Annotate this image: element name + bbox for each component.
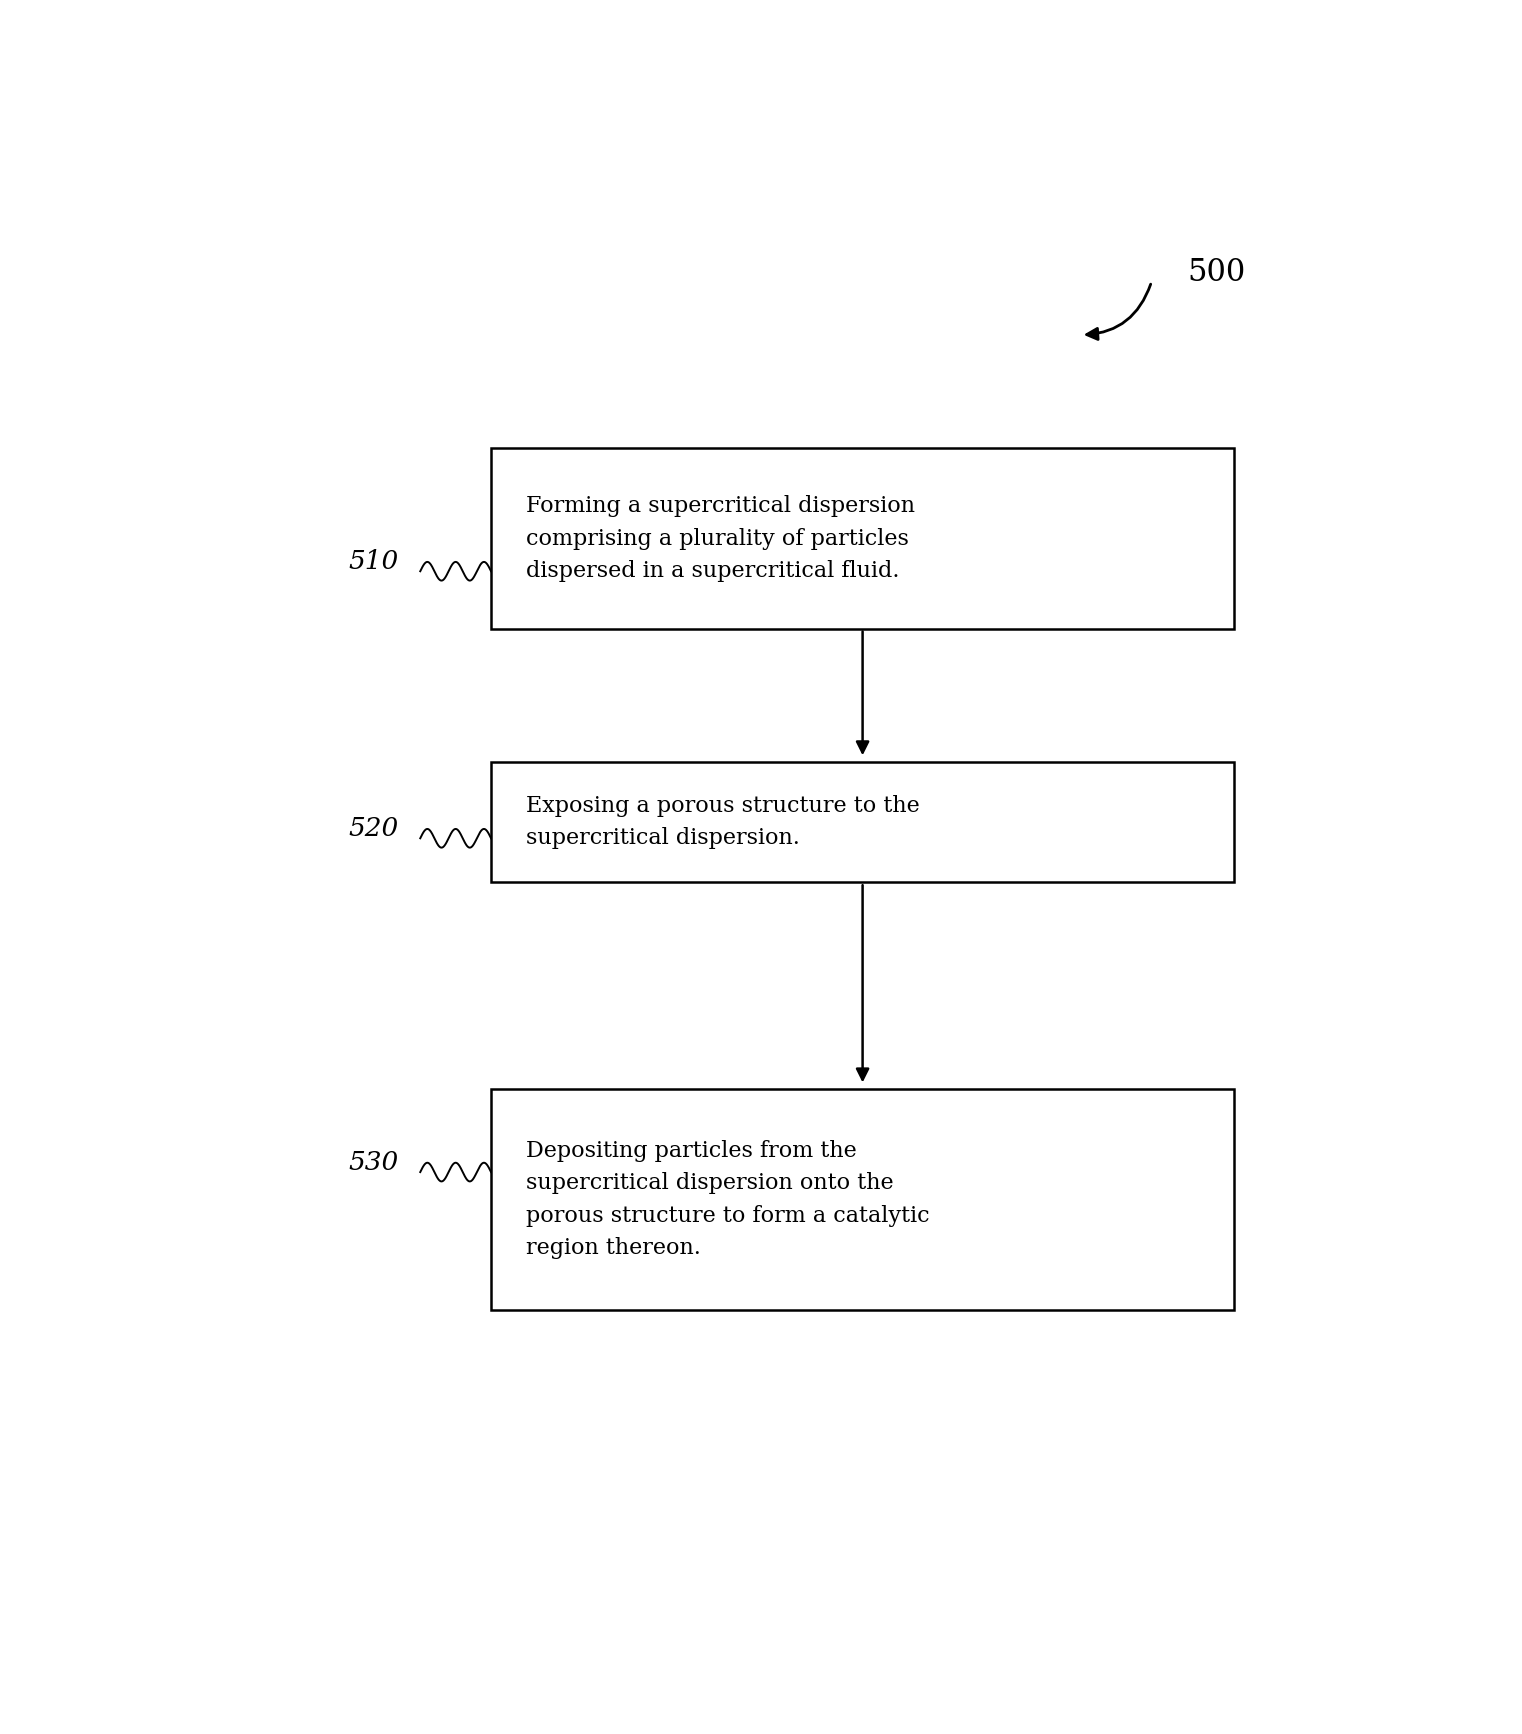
FancyBboxPatch shape <box>492 1089 1234 1309</box>
Text: Forming a supercritical dispersion
comprising a plurality of particles
dispersed: Forming a supercritical dispersion compr… <box>527 496 915 581</box>
FancyBboxPatch shape <box>492 763 1234 883</box>
Text: Exposing a porous structure to the
supercritical dispersion.: Exposing a porous structure to the super… <box>527 796 921 850</box>
Text: 530: 530 <box>349 1150 399 1176</box>
Text: Depositing particles from the
supercritical dispersion onto the
porous structure: Depositing particles from the supercriti… <box>527 1141 930 1259</box>
Text: 510: 510 <box>349 550 399 574</box>
FancyBboxPatch shape <box>492 449 1234 629</box>
Text: 500: 500 <box>1187 257 1245 288</box>
Text: 520: 520 <box>349 817 399 841</box>
